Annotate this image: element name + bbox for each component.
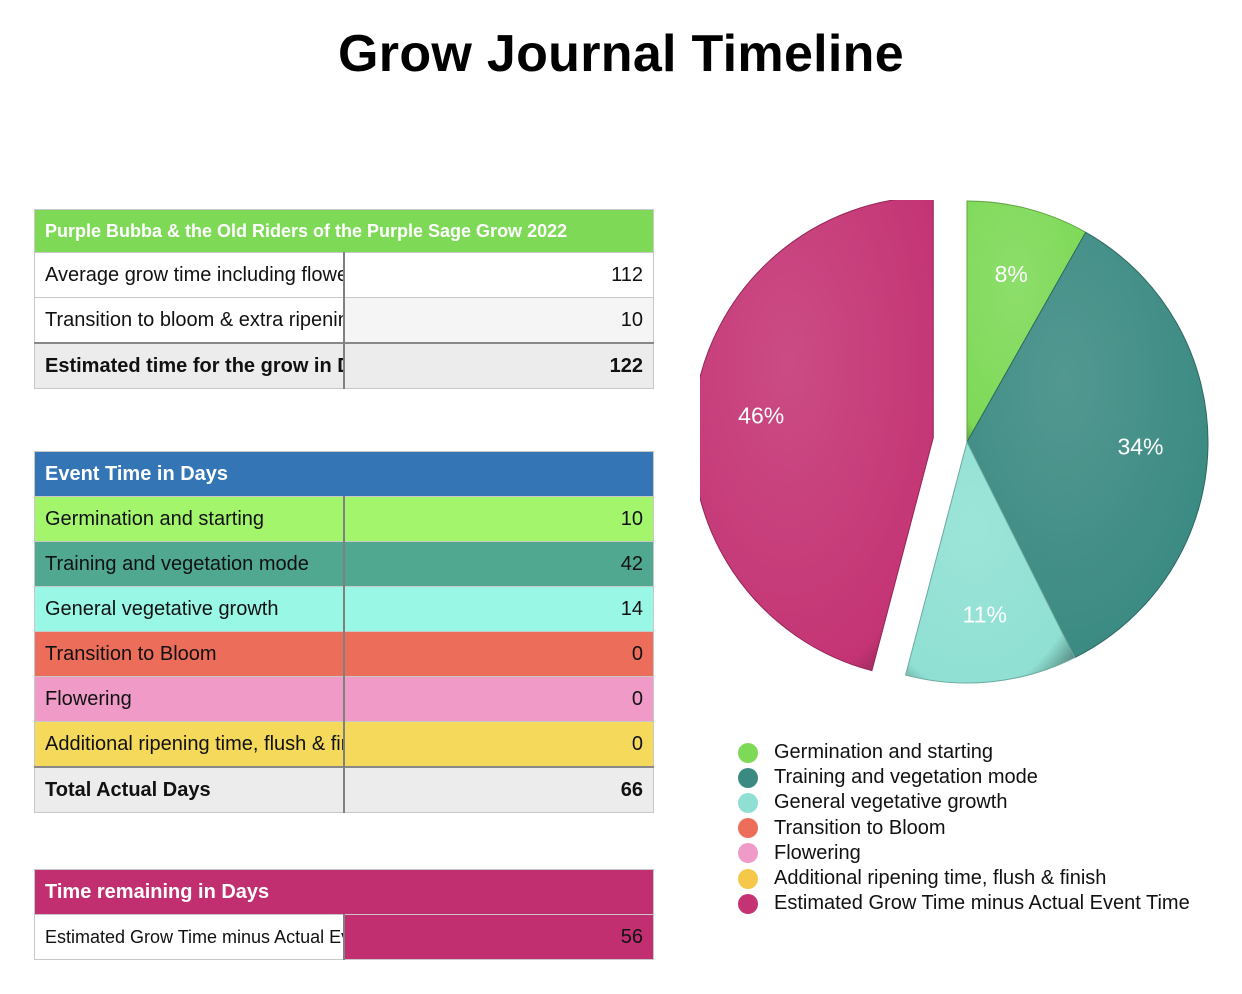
table-total-label: Total Actual Days — [34, 766, 345, 813]
table-total-value: 122 — [343, 342, 654, 389]
table-row: Transition to Bloom 0 — [34, 631, 654, 677]
table-row: Estimated Grow Time minus Actual Event T… — [34, 914, 654, 960]
remaining-table-header: Time remaining in Days — [34, 869, 654, 915]
table-total-value: 66 — [343, 766, 654, 813]
table-total-row: Estimated time for the grow in Days 122 — [34, 342, 654, 389]
legend-label: Transition to Bloom — [774, 816, 946, 839]
legend-swatch — [738, 843, 758, 864]
table-cell-value: 0 — [343, 631, 654, 677]
legend-swatch — [738, 868, 758, 889]
legend-swatch — [738, 742, 758, 763]
table-row: Flowering 0 — [34, 676, 654, 722]
table-cell-value: 10 — [343, 496, 654, 542]
table-row: General vegetative growth 14 — [34, 586, 654, 632]
table-row: Average grow time including flowering 11… — [34, 252, 654, 298]
table-cell-label: General vegetative growth — [34, 586, 345, 632]
table-cell-value: 56 — [343, 914, 654, 960]
table-row: Germination and starting 10 — [34, 496, 654, 542]
table-cell-value: 0 — [343, 676, 654, 722]
legend-swatch — [738, 818, 758, 839]
legend-swatch — [738, 767, 758, 788]
legend-label: Training and vegetation mode — [774, 766, 1038, 789]
table-row: Training and vegetation mode 42 — [34, 541, 654, 587]
table-cell-value: 42 — [343, 541, 654, 587]
pie-slice-estimated-grow-time-minus-actual-event-time — [700, 200, 934, 672]
legend-swatch — [738, 893, 758, 914]
pie-data-label: 46% — [738, 402, 784, 428]
legend-item: Estimated Grow Time minus Actual Event T… — [738, 891, 1190, 916]
legend-label: Flowering — [774, 841, 861, 864]
legend-item: Training and vegetation mode — [738, 765, 1190, 790]
legend-label: Estimated Grow Time minus Actual Event T… — [774, 892, 1190, 915]
summary-table-header: Purple Bubba & the Old Riders of the Pur… — [34, 209, 654, 253]
pie-data-label: 8% — [995, 261, 1028, 287]
table-cell-value: 112 — [343, 252, 654, 298]
table-cell-label: Germination and starting — [34, 496, 345, 542]
legend-item: General vegetative growth — [738, 790, 1190, 815]
table-cell-value: 10 — [343, 297, 654, 344]
legend-item: Transition to Bloom — [738, 816, 1190, 841]
legend-label: Germination and starting — [774, 741, 994, 764]
pie-slice-germination-and-starting — [966, 200, 1087, 444]
table-cell-label: Flowering — [34, 676, 345, 722]
legend-label: General vegetative growth — [774, 791, 1008, 814]
chart-legend: Germination and starting Training and veg… — [738, 740, 1190, 916]
legend-swatch — [738, 792, 758, 813]
table-cell-label: Transition to Bloom — [34, 631, 345, 677]
event-time-table: Event Time in Days Germination and start… — [34, 451, 654, 813]
table-cell-label: Training and vegetation mode — [34, 541, 345, 587]
legend-item: Additional ripening time, flush & finish — [738, 866, 1190, 891]
pie-data-label: 34% — [1117, 433, 1163, 459]
event-table-header: Event Time in Days — [34, 451, 654, 497]
legend-item: Germination and starting — [738, 740, 1190, 765]
legend-label: Additional ripening time, flush & finish — [774, 867, 1107, 890]
legend-item: Flowering — [738, 841, 1190, 866]
page-title: Grow Journal Timeline — [338, 25, 904, 83]
table-row: Transition to bloom & extra ripening 10 — [34, 297, 654, 344]
pie-chart: 8% 34% 11% 46% — [700, 200, 1209, 684]
table-total-row: Total Actual Days 66 — [34, 766, 654, 813]
table-row: Additional ripening time, flush & finish… — [34, 721, 654, 768]
table-cell-value: 14 — [343, 586, 654, 632]
table-total-label: Estimated time for the grow in Days — [34, 342, 345, 389]
pie-slice-training-and-vegetation-mode — [966, 231, 1209, 659]
table-cell-label: Additional ripening time, flush & finish — [34, 721, 345, 768]
table-cell-value: 0 — [343, 721, 654, 768]
pie-data-label: 11% — [963, 602, 1007, 628]
table-cell-label: Transition to bloom & extra ripening — [34, 297, 345, 344]
pie-slice-general-vegetative-growth — [905, 440, 1076, 684]
grow-summary-table: Purple Bubba & the Old Riders of the Pur… — [34, 209, 654, 389]
table-cell-label: Average grow time including flowering — [34, 252, 345, 298]
table-cell-label: Estimated Grow Time minus Actual Event T… — [34, 914, 345, 960]
time-remaining-table: Time remaining in Days Estimated Grow Ti… — [34, 869, 654, 960]
